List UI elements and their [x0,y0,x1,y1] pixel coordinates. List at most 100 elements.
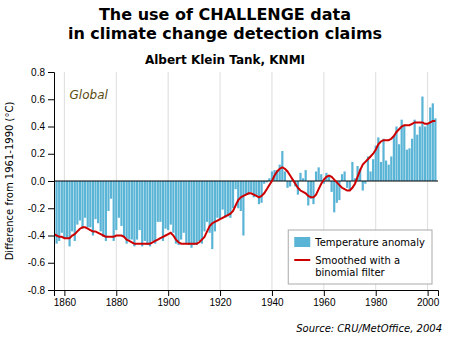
y-tick-label: -0.2 [28,203,46,214]
x-tick: 1900 [158,290,181,308]
bar [79,181,81,221]
y-tick-label: 0.6 [31,94,45,105]
bar [421,97,423,181]
x-tick-label: 1920 [209,297,232,308]
bar [393,136,395,181]
bar [146,181,148,245]
bar [102,181,104,237]
bar [403,125,405,181]
x-tick-label: 1960 [313,297,336,308]
bar [372,159,374,181]
y-tick-mark [48,99,54,100]
legend-entry: Smoothed with abinomial filter [294,255,400,278]
y-tick: -0.2 [28,203,54,214]
title: The use of CHALLENGE datain climate chan… [68,5,382,43]
legend-box [288,230,432,284]
legend-label-line: Temperature anomaly [314,237,425,248]
bar [123,181,125,237]
legend-entry: Temperature anomaly [294,237,425,248]
bar [416,135,418,181]
y-tick: 0.8 [31,67,54,78]
title-line: The use of CHALLENGE data [99,5,351,24]
bar [185,181,187,244]
bar [167,181,169,230]
bar [172,181,174,233]
bar [429,107,431,181]
x-tick-mark [324,290,325,296]
y-tick: 0.6 [31,94,54,105]
bar [307,181,309,206]
bar [183,181,185,233]
bar [157,181,159,222]
bar [385,161,387,181]
y-tick-label: 0.0 [31,176,45,187]
y-tick: 0.0 [31,176,54,187]
bar [281,151,283,181]
bar [206,181,208,222]
x-tick: 1880 [106,290,129,308]
y-tick-label: 0.2 [31,148,45,159]
bar [341,174,343,181]
bar [424,127,426,182]
y-tick: -0.6 [28,257,54,268]
bar [351,162,353,181]
data [54,97,438,250]
bar [144,181,146,241]
bar [87,181,89,227]
bar [63,181,65,238]
bar [414,120,416,181]
bar [289,181,291,186]
y-tick-label: -0.6 [28,257,46,268]
bar [390,156,392,181]
y-tick-label: 0.4 [31,121,45,132]
bar [198,181,200,241]
bar [242,181,244,236]
y-tick: 0.4 [31,121,54,132]
y-tick: -0.8 [28,285,54,296]
bar [333,181,335,212]
y-tick-mark [48,263,54,264]
bar [245,181,247,195]
bar [100,181,102,231]
bar [118,181,120,218]
x-tick: 1860 [54,290,77,308]
y-tick: -0.4 [28,230,54,241]
line [54,121,435,244]
bar [58,181,60,241]
bar [139,181,141,230]
bar [151,181,153,241]
bar [105,181,107,241]
bar [107,181,109,211]
y-tick-mark [48,236,54,237]
bar [216,181,218,218]
x-axis-line [55,291,439,297]
bar [224,181,226,218]
bar [164,181,166,229]
bar [255,181,257,196]
bar [214,181,216,231]
bar [133,181,135,246]
bar [237,181,239,208]
x-tick-mark [168,290,169,296]
plot: 18601880190019201940196019802000-0.8-0.6… [28,67,440,308]
annotation: Global [70,88,109,102]
bar [154,181,156,244]
bar [382,139,384,181]
bar [71,181,73,231]
bar [380,162,382,181]
x-tick-mark [64,290,65,296]
bar [232,181,234,208]
x-tick-mark [116,290,117,296]
bar [406,150,408,181]
bar [284,171,286,181]
bar [126,181,128,244]
legend-label: Temperature anomaly [314,237,425,248]
bar [115,181,117,230]
bar [401,120,403,181]
bar [320,174,322,181]
bar [211,181,213,249]
source: Source: CRU/MetOffice, 2004 [296,323,442,334]
bar [362,181,364,191]
bar [369,171,371,181]
bar [177,181,179,245]
